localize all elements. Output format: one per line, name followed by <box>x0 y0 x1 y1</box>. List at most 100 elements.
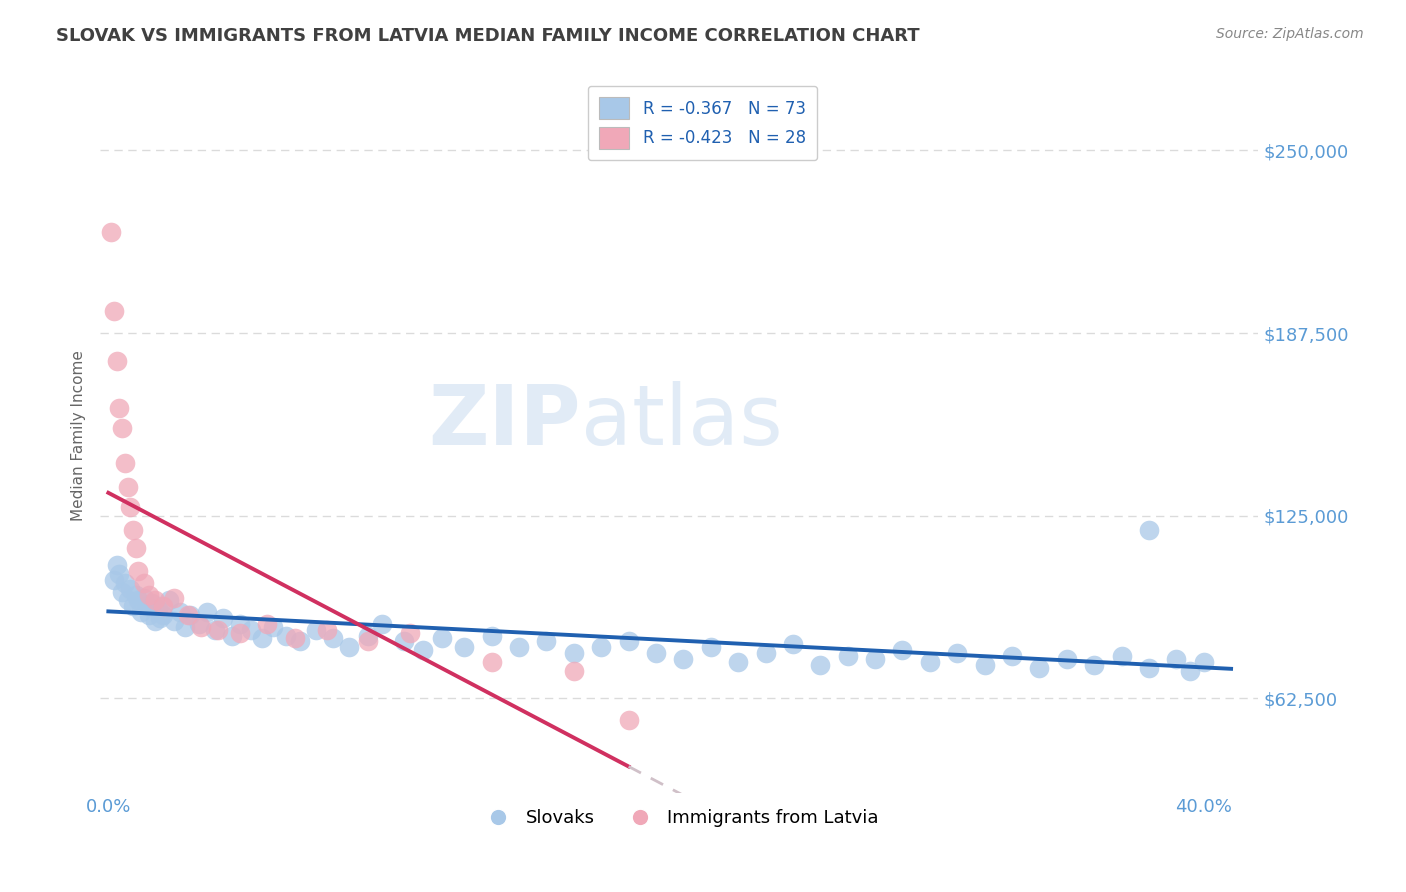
Point <box>700 640 723 655</box>
Point <box>122 524 145 538</box>
Point <box>508 640 530 655</box>
Point <box>111 421 134 435</box>
Point <box>918 655 941 669</box>
Point <box>1166 652 1188 666</box>
Point <box>322 632 344 646</box>
Point <box>195 605 218 619</box>
Point <box>727 655 749 669</box>
Point <box>120 500 142 514</box>
Point <box>239 623 262 637</box>
Point <box>108 567 131 582</box>
Point <box>305 623 328 637</box>
Point <box>754 646 776 660</box>
Point <box>122 599 145 614</box>
Point <box>179 608 201 623</box>
Point <box>1111 648 1133 663</box>
Point <box>283 632 305 646</box>
Point <box>617 714 640 728</box>
Point <box>152 599 174 614</box>
Point <box>250 632 273 646</box>
Y-axis label: Median Family Income: Median Family Income <box>72 350 86 521</box>
Point <box>132 591 155 605</box>
Point <box>100 225 122 239</box>
Point <box>672 652 695 666</box>
Point <box>117 479 139 493</box>
Point <box>256 616 278 631</box>
Point <box>229 616 252 631</box>
Point <box>146 602 169 616</box>
Legend: Slovaks, Immigrants from Latvia: Slovaks, Immigrants from Latvia <box>474 802 886 834</box>
Point <box>120 582 142 596</box>
Point <box>111 584 134 599</box>
Text: ZIP: ZIP <box>429 381 581 461</box>
Text: atlas: atlas <box>581 381 783 461</box>
Point <box>562 664 585 678</box>
Point <box>808 657 831 672</box>
Point <box>141 596 163 610</box>
Point <box>262 620 284 634</box>
Point <box>177 608 200 623</box>
Point <box>207 623 229 637</box>
Point <box>163 614 186 628</box>
Point <box>1178 664 1201 678</box>
Point <box>105 354 128 368</box>
Point <box>1001 648 1024 663</box>
Point <box>187 616 209 631</box>
Point <box>174 620 197 634</box>
Point <box>412 643 434 657</box>
Point <box>127 564 149 578</box>
Point <box>114 576 136 591</box>
Point <box>316 623 339 637</box>
Point <box>103 304 125 318</box>
Point <box>536 634 558 648</box>
Point <box>276 629 298 643</box>
Point <box>103 573 125 587</box>
Point <box>157 593 180 607</box>
Point <box>132 576 155 591</box>
Point <box>357 629 380 643</box>
Point <box>645 646 668 660</box>
Point <box>169 605 191 619</box>
Point <box>481 655 503 669</box>
Point <box>138 608 160 623</box>
Point <box>371 616 394 631</box>
Point <box>973 657 995 672</box>
Point <box>398 625 420 640</box>
Point <box>125 588 148 602</box>
Point <box>1192 655 1215 669</box>
Point <box>190 620 212 634</box>
Point <box>229 625 252 640</box>
Point <box>105 558 128 573</box>
Point <box>135 599 157 614</box>
Point <box>221 629 243 643</box>
Point <box>432 632 454 646</box>
Point <box>117 593 139 607</box>
Point <box>152 608 174 623</box>
Point <box>1083 657 1105 672</box>
Point <box>392 634 415 648</box>
Point <box>837 648 859 663</box>
Point <box>782 637 804 651</box>
Point <box>143 614 166 628</box>
Point <box>204 623 226 637</box>
Point <box>138 588 160 602</box>
Point <box>591 640 613 655</box>
Point <box>1137 661 1160 675</box>
Point <box>114 456 136 470</box>
Point <box>163 591 186 605</box>
Point <box>1137 524 1160 538</box>
Point <box>481 629 503 643</box>
Point <box>288 634 311 648</box>
Text: Source: ZipAtlas.com: Source: ZipAtlas.com <box>1216 27 1364 41</box>
Point <box>453 640 475 655</box>
Point <box>1056 652 1078 666</box>
Point <box>129 605 152 619</box>
Point <box>127 593 149 607</box>
Point <box>143 593 166 607</box>
Point <box>946 646 969 660</box>
Point <box>617 634 640 648</box>
Point <box>863 652 886 666</box>
Point <box>125 541 148 555</box>
Point <box>108 401 131 415</box>
Point <box>357 634 380 648</box>
